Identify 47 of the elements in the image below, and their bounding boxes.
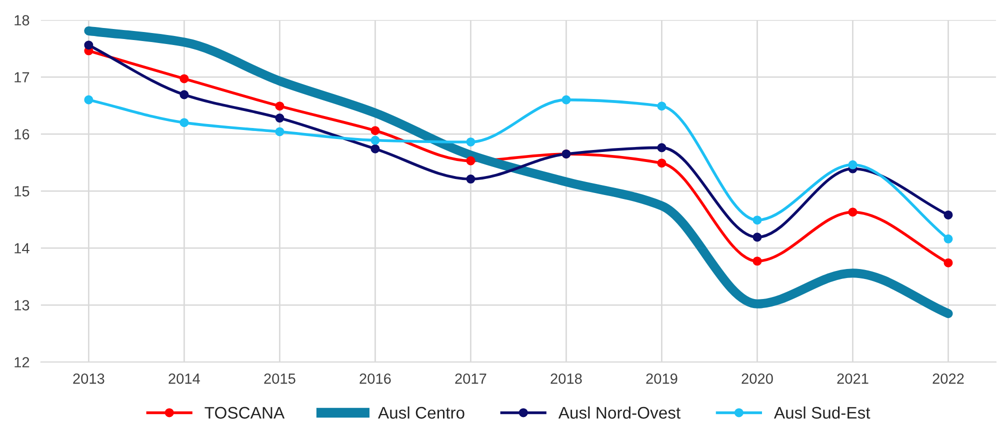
point [466,156,476,166]
x-tick-label: 2022 [932,374,964,384]
point [752,256,762,266]
point [657,158,666,168]
point [180,90,189,100]
point [752,232,762,242]
x-tick-label: 2015 [264,374,296,384]
point [944,258,953,268]
point [84,40,94,50]
x-tick-label: 2020 [742,374,773,384]
point [848,160,858,170]
point [657,102,666,111]
x-tick-label: 2018 [550,374,582,384]
legend-label: Ausl Centro [378,406,464,419]
point [466,174,476,184]
y-tick-label: 17 [14,72,30,82]
point [370,136,380,145]
y-tick-label: 15 [14,186,30,196]
point [848,208,858,217]
point [562,95,571,104]
point [275,127,284,136]
point [944,210,953,220]
point [180,118,189,128]
point [752,216,762,225]
y-tick-label: 14 [14,243,30,254]
y-tick-label: 16 [14,129,30,140]
y-tick-label: 18 [14,15,30,26]
y-tick-label: 13 [14,300,30,310]
point [370,144,380,154]
x-tick-label: 2016 [360,374,391,384]
legend-label: Ausl Sud-Est [774,406,870,419]
x-tick-label: 2021 [837,374,868,384]
point [370,126,380,136]
x-tick-label: 2013 [73,374,104,384]
x-tick-label: 2019 [646,374,678,384]
point [275,114,284,123]
y-tick-label: 12 [14,357,30,368]
x-tick-label: 2017 [455,374,486,384]
point [657,143,666,152]
point [84,95,94,104]
point [466,137,476,147]
legend-label: Ausl Nord-Ovest [558,406,680,419]
legend-label: TOSCANA [204,406,285,419]
point [275,102,284,111]
x-tick-label: 2014 [168,374,200,384]
point [944,234,953,244]
point [180,74,189,84]
